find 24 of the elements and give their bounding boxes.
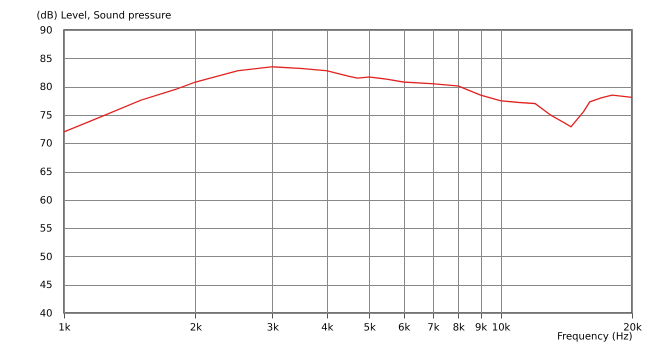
y-tick-label: 50 [40,252,52,263]
y-tick-label: 90 [40,26,52,36]
y-tick-label: 75 [40,110,52,122]
x-axis-title: Frequency (Hz) [557,332,633,342]
y-tick-label: 65 [40,167,52,178]
y-axis-title: (dB) Level, Sound pressure [36,10,172,22]
x-tick-label: 8k [452,322,466,334]
y-tick-label: 55 [40,224,52,235]
y-tick-label: 70 [40,138,52,150]
x-tick-label: 10k [492,322,511,334]
x-tick-label: 3k [266,322,280,334]
x-tick-label: 4k [321,322,334,334]
x-tick-label: 5k [364,322,376,334]
x-tick-label: 7k [427,322,440,334]
x-tick-label: 2k [190,322,202,334]
y-tick-label: 60 [40,195,52,206]
x-tick-label: 20k [623,322,642,334]
x-tick-label: 1k [58,322,71,334]
y-tick-label: 85 [40,54,52,65]
y-tick-label: 40 [40,308,52,320]
x-tick-label: 6k [398,322,411,334]
y-tick-label: 45 [40,280,52,292]
x-tick-label: 9k [475,322,488,334]
y-tick-label: 80 [40,82,52,94]
